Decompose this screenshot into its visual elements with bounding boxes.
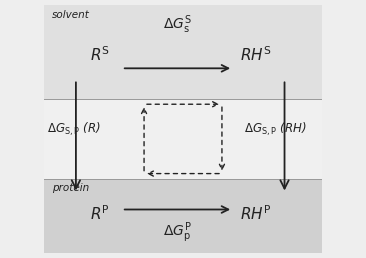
Text: $\Delta G_{\mathrm{p}}^{\mathrm{P}}$: $\Delta G_{\mathrm{p}}^{\mathrm{P}}$	[163, 221, 192, 245]
Text: $\Delta G_{\mathrm{S,P}}$ (RH): $\Delta G_{\mathrm{S,P}}$ (RH)	[244, 120, 307, 138]
Text: $\Delta G_{\mathrm{S,P}}$ (R): $\Delta G_{\mathrm{S,P}}$ (R)	[47, 120, 100, 138]
Text: $RH^{\mathregular{P}}$: $RH^{\mathregular{P}}$	[240, 204, 271, 223]
Text: solvent: solvent	[52, 10, 90, 20]
Text: $R^{\mathregular{P}}$: $R^{\mathregular{P}}$	[90, 204, 109, 223]
Text: $R^{\mathregular{S}}$: $R^{\mathregular{S}}$	[90, 45, 109, 64]
Bar	[44, 5, 322, 99]
Text: $RH^{\mathregular{S}}$: $RH^{\mathregular{S}}$	[240, 45, 271, 64]
Text: protein: protein	[52, 183, 90, 194]
Bar	[44, 99, 322, 179]
Text: $\Delta G_{\mathrm{s}}^{\mathrm{S}}$: $\Delta G_{\mathrm{s}}^{\mathrm{S}}$	[163, 14, 192, 36]
Bar	[44, 179, 322, 253]
